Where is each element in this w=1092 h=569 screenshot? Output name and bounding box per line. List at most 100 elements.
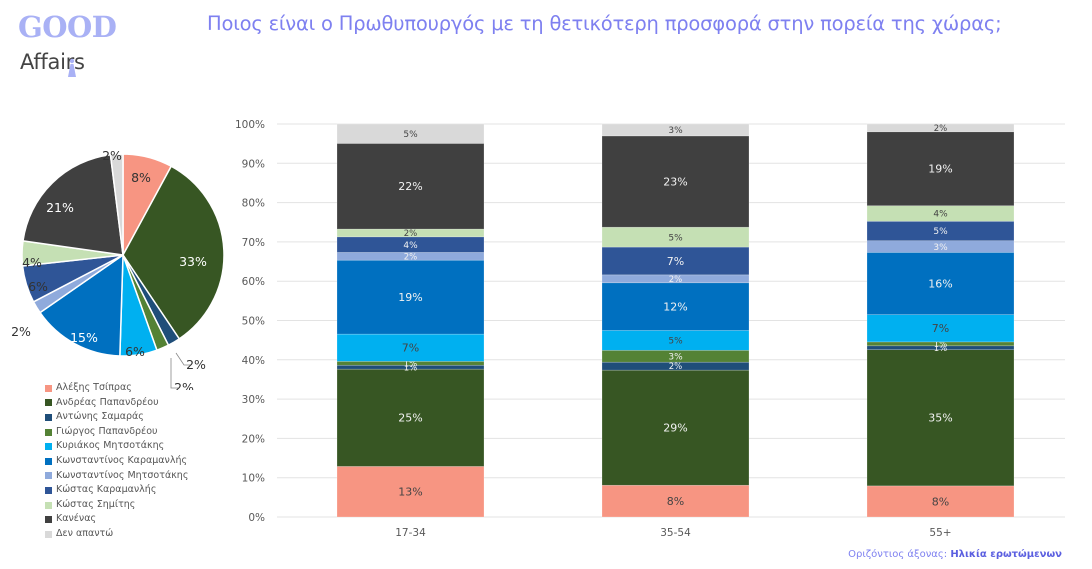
legend-item-samaras: Αντώνης Σαμαράς xyxy=(45,410,188,425)
bar-segment-samaras xyxy=(336,364,485,370)
bar-segment-tsipras xyxy=(336,466,485,518)
bar-55+: 8% 35% 1%1% 7% 16% 3% 5% 4% 19% 2% xyxy=(866,123,1015,518)
bar-segment-label: 3% xyxy=(668,352,683,362)
logo-good-text: GOOD xyxy=(18,10,117,44)
legend-label: Αλέξης Τσίπρας xyxy=(56,382,132,393)
bar-segment-tsipras xyxy=(866,485,1015,518)
bar-segment-kostas-karamanlis xyxy=(601,246,750,276)
bar-segment-label: 16% xyxy=(928,277,952,290)
bar-segment-label: 19% xyxy=(398,291,422,304)
bar-segment-label: 13% xyxy=(398,486,422,499)
bar-segment-label: 22% xyxy=(398,180,422,193)
y-tick-label: 60% xyxy=(242,276,265,288)
bar-segment-label: 2% xyxy=(404,252,418,262)
legend-item-kanenas: Κανένας xyxy=(45,512,188,527)
pie-label-outside: 2% xyxy=(11,324,31,339)
legend-label: Κώστας Σημίτης xyxy=(56,498,136,510)
pie-label: 4% xyxy=(22,255,42,270)
pie-label-outside: 2% xyxy=(186,357,206,372)
y-tick-label: 20% xyxy=(242,433,265,445)
legend-label: Κυριάκος Μητσοτάκης xyxy=(56,440,165,452)
bar-segment-label: 29% xyxy=(663,422,687,435)
bar-segment-label: 1% xyxy=(404,359,418,369)
bar-segment-kostas-karamanlis xyxy=(866,220,1015,242)
bar-segment-label: 1% xyxy=(404,363,418,373)
legend-item-k-mitsotakis: Κωνσταντίνος Μητσοτάκης xyxy=(45,469,188,484)
legend-item-simitis: Κώστας Σημίτης xyxy=(45,498,188,513)
legend-label: Αντώνης Σαμαράς xyxy=(56,411,144,423)
bar-segment-andreas xyxy=(336,368,485,467)
page-title: Ποιος είναι ο Πρωθυπουργός με τη θετικότ… xyxy=(207,12,1002,35)
legend-item-giorgos: Γιώργος Παπανδρέου xyxy=(45,425,188,440)
bar-segment-label: 7% xyxy=(932,322,949,335)
pie-label-outside: 2% xyxy=(102,148,122,163)
legend-item-tsipras: Αλέξης Τσίπρας xyxy=(45,381,188,396)
bar-segment-label: 7% xyxy=(667,255,684,268)
bar-segment-label: 25% xyxy=(398,412,422,425)
legend-item-k-karamanlis: Κωνσταντίνος Καραμανλής xyxy=(45,454,188,469)
y-tick-label: 80% xyxy=(242,198,265,210)
bar-segment-label: 5% xyxy=(403,130,418,140)
legend-label: Κωνσταντίνος Καραμανλής xyxy=(56,454,188,466)
legend-swatch xyxy=(45,399,52,407)
y-tick-label: 50% xyxy=(242,316,265,328)
bar-35-54: 8%29%2%3%5%12%2%7%5%23%3% xyxy=(601,123,750,518)
bar-chart-svg: 0% 10% 20% 30% 40% 50% 60% 70% 80% 90% 100% 13% 25% 1… xyxy=(235,119,1065,539)
leader-line xyxy=(170,358,178,389)
bar-segment-label: 35% xyxy=(928,412,952,425)
bar-segment-label: 3% xyxy=(933,243,948,253)
legend-label: Κωνσταντίνος Μητσοτάκης xyxy=(56,469,189,481)
legend-swatch xyxy=(45,516,52,524)
bar-segment-label: 1% xyxy=(934,344,948,354)
y-tick-label: 100% xyxy=(235,119,265,131)
bar-segment-k-karamanlis xyxy=(601,282,750,331)
bar-segment-label: 2% xyxy=(669,275,683,285)
y-tick-label: 30% xyxy=(242,394,265,406)
legend-swatch xyxy=(45,384,52,392)
legend-swatch xyxy=(45,472,52,480)
bar-segment-label: 4% xyxy=(403,241,418,251)
bar-segment-kyriakos xyxy=(336,333,485,362)
pie-label: 21% xyxy=(46,200,74,215)
y-tick-label: 0% xyxy=(248,512,265,524)
bar-segment-label: 1% xyxy=(934,340,948,350)
legend-label: Κώστας Καραμανλής xyxy=(56,484,157,496)
bar-segment-label: 5% xyxy=(668,337,683,347)
legend-item-den-apanto: Δεν απαντώ xyxy=(45,527,188,542)
legend-swatch xyxy=(45,501,52,509)
bar-segment-den-apanto xyxy=(336,123,485,144)
bar-segment-label: 23% xyxy=(663,176,687,189)
pie-label: 6% xyxy=(28,279,48,294)
bar-segment-k-karamanlis xyxy=(866,252,1015,315)
legend-swatch xyxy=(45,443,52,451)
pie-label: 15% xyxy=(70,330,98,345)
bar-segment-label: 2% xyxy=(404,229,418,239)
bar-segment-samaras xyxy=(866,345,1015,350)
legend-item-kostas-karamanlis: Κώστας Καραμανλής xyxy=(45,483,188,498)
legend-swatch xyxy=(45,486,52,494)
bar-segment-kanenas xyxy=(866,131,1015,207)
bar-segment-label: 12% xyxy=(663,301,687,314)
pie-slice-andreas xyxy=(122,165,225,340)
logo: GOOD Affairs xyxy=(18,10,138,80)
bar-segment-label: 4% xyxy=(933,210,948,220)
x-tick-label: 55+ xyxy=(929,527,951,539)
legend-label: Κανένας xyxy=(56,513,97,525)
leader-line xyxy=(175,352,191,366)
bar-segment-label: 7% xyxy=(402,342,419,355)
bar-segment-kanenas xyxy=(601,135,750,228)
y-tick-label: 70% xyxy=(242,237,265,249)
pie-slice-k-karamanlis xyxy=(38,253,124,357)
x-tick-label: 35-54 xyxy=(660,527,691,539)
bar-segment-den-apanto xyxy=(601,123,750,137)
bar-segment-den-apanto xyxy=(866,123,1015,133)
legend-swatch xyxy=(45,530,52,538)
bar-segment-samaras xyxy=(601,361,750,371)
bar-segment-label: 3% xyxy=(668,126,683,136)
pie-label: 33% xyxy=(179,254,207,269)
legend-swatch xyxy=(45,457,52,465)
bar-segment-kyriakos xyxy=(866,314,1015,343)
y-tick-label: 90% xyxy=(242,158,265,170)
logo-tie-icon xyxy=(68,58,76,77)
pie-label: 8% xyxy=(131,170,151,185)
